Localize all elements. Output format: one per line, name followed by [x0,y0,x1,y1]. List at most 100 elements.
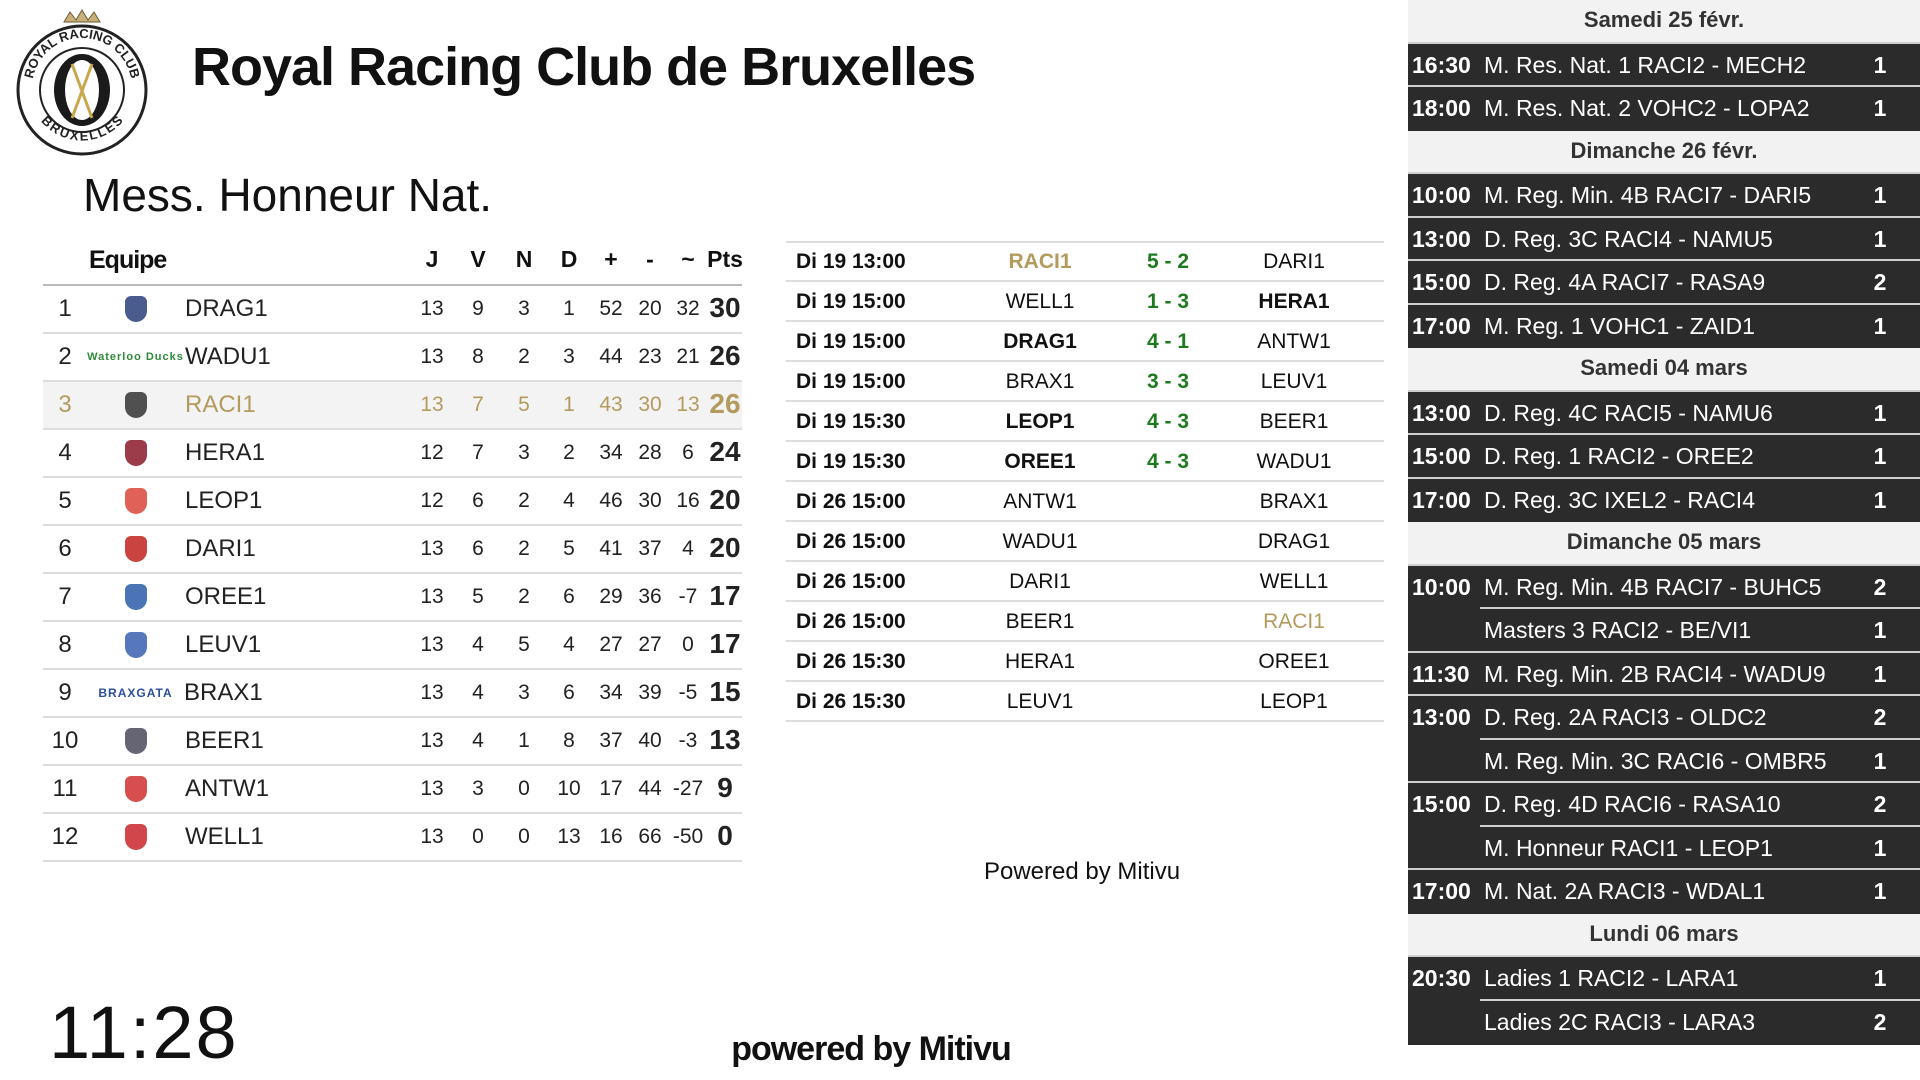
stat: -50 [672,825,704,848]
rank: 12 [51,823,79,850]
row-line [1480,824,1920,827]
subtitle: Mess. Honneur Nat. [83,169,493,221]
team-logo [122,487,150,515]
team-name: HERA1 [185,439,266,466]
match-time: 13:00 [1412,704,1471,730]
team-logo [122,727,150,755]
team: LEUV1 [1006,690,1074,713]
schedule-panel: Samedi 25 févr. 16:30 M. Res. Nat. 1 RACI2… [1408,0,1920,1045]
team-name: LEUV1 [185,631,262,658]
match-desc: D. Reg. 3C IXEL2 - RACI4 [1484,486,1755,513]
team: WELL1 [1005,290,1075,313]
row-line [43,860,742,862]
stat: 1 [518,729,530,752]
match-time: 17:00 [1412,312,1471,339]
results-line [786,440,1384,442]
row-line [43,764,742,766]
stat: 7 [472,393,484,416]
results-line [786,320,1384,322]
match-desc: D. Reg. 4C RACI5 - NAMU6 [1484,399,1773,426]
stat: 1 [563,393,575,416]
stat: 6 [563,681,575,704]
stat: 52 [599,297,623,320]
logo-shield [125,728,147,754]
stat: 13 [420,681,444,704]
row-line [1480,737,1920,740]
rank: 8 [58,631,72,658]
stat: 12 [420,441,444,464]
row-line [43,476,742,478]
stat: 43 [599,393,623,416]
match-desc: M. Reg. Min. 3C RACI6 - OMBR5 [1484,747,1827,774]
score: 4 - 1 [1146,330,1190,353]
column-header: Pts [707,246,743,272]
row-line [43,428,742,430]
logo-shield [125,584,147,610]
logo-shield [125,392,147,418]
header-line [43,284,742,286]
team: OREE1 [1258,650,1330,673]
stat: 21 [676,345,700,368]
match-count: 1 [1873,486,1887,513]
stat: 13 [420,729,444,752]
match-count: 1 [1873,225,1887,252]
team-name: LEOP1 [185,487,263,514]
stat: 13 [420,585,444,608]
stat: 41 [599,537,623,560]
rank: 11 [52,775,78,802]
stat: 44 [638,777,662,800]
team: OREE1 [1004,450,1076,473]
powered-by: Powered by Mitivu [983,858,1181,885]
points: 17 [709,628,741,659]
match-time: 11:30 [1412,660,1470,687]
column-header: V [470,246,486,272]
team: WELL1 [1259,570,1329,593]
stat: 5 [563,537,575,560]
logo-shield [125,824,147,850]
stat: 13 [420,537,444,560]
logo-shield [125,488,147,514]
match-count: 1 [1873,443,1887,469]
stat: 39 [638,681,662,704]
team-logo [122,295,150,323]
results-line [786,720,1384,722]
match-time: 15:00 [1412,443,1471,469]
team-logo [122,583,150,611]
results-line [786,520,1384,522]
match-desc: D. Reg. 3C RACI4 - NAMU5 [1484,225,1773,252]
row-line [43,524,742,526]
match-desc: M. Nat. 2A RACI3 - WDAL1 [1484,878,1766,904]
match-date: Di 19 15:30 [796,450,906,473]
stat: 2 [518,537,530,560]
stat: 13 [420,777,444,800]
stat: 6 [472,489,484,512]
team-name: WELL1 [185,823,264,850]
stat: 28 [638,441,662,464]
stat: 20 [638,297,662,320]
results-line [786,560,1384,562]
team-logo [122,439,150,467]
team-name: DARI1 [185,535,256,562]
results-table: Di 19 13:00 RACI1 DARI1 5 - 2 Di 19 15:00 WEL… [780,230,1390,730]
day-header: Samedi 25 févr. [1408,0,1920,42]
stat: 29 [599,585,623,608]
stat: 30 [638,489,662,512]
match-time: 13:00 [1412,225,1471,252]
team: DRAG1 [1257,530,1331,553]
team: BEER1 [1005,610,1075,633]
title: Royal Racing Club de Bruxelles [192,37,976,97]
row-line [1408,85,1920,87]
match-count: 2 [1873,704,1887,730]
rank: 3 [58,391,72,418]
row-line [1408,694,1920,696]
match-count: 2 [1873,1008,1887,1035]
stat: 37 [599,729,623,752]
match-count: 1 [1873,834,1887,861]
match-count: 2 [1873,573,1887,600]
match-time: 13:00 [1412,399,1471,426]
row-line [1408,781,1920,783]
stat: 4 [472,633,484,656]
team-name: OREE1 [185,583,267,610]
stat: 6 [563,585,575,608]
team-logo: Waterloo Ducks [87,343,183,371]
